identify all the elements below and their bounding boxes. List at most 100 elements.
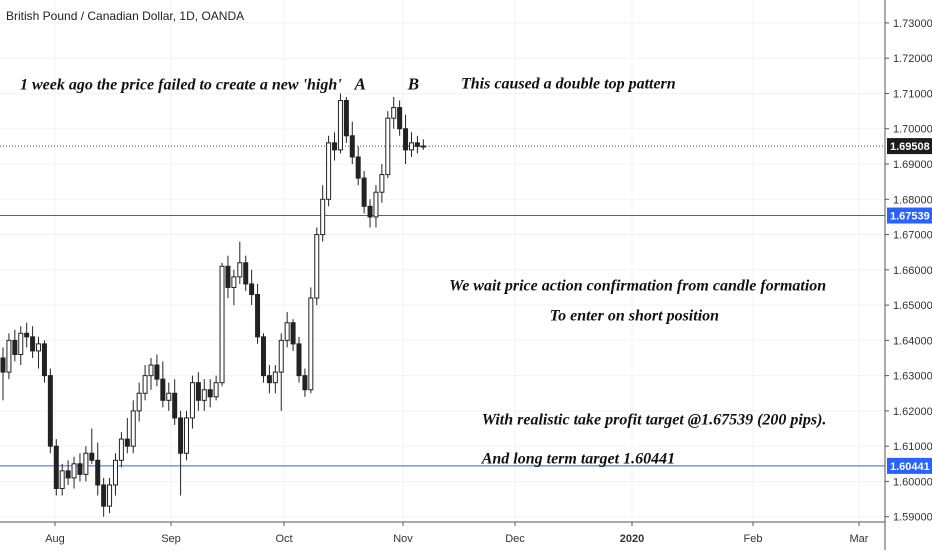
candle: [166, 382, 172, 411]
candle-body: [166, 392, 172, 401]
annotation-text: To enter on short position: [550, 308, 719, 325]
candle-body: [47, 375, 53, 447]
candle: [337, 93, 343, 154]
candle: [112, 453, 118, 496]
candle-body: [154, 364, 160, 380]
candle: [361, 171, 367, 214]
candle: [391, 96, 397, 129]
candle: [0, 347, 6, 401]
candle-body: [385, 117, 391, 176]
candle: [219, 262, 225, 387]
candle-body: [184, 417, 190, 454]
candle-body: [107, 484, 113, 507]
candle: [414, 135, 420, 154]
candle: [373, 185, 379, 228]
y-tick-label: 1.65000: [893, 300, 932, 312]
candle-body: [189, 382, 195, 419]
candle-body: [83, 452, 89, 475]
candle-body: [30, 336, 36, 352]
candle: [130, 400, 136, 454]
candle-body: [95, 459, 101, 486]
candle: [349, 121, 355, 165]
candle: [266, 365, 272, 394]
candle-body: [408, 142, 414, 151]
candle: [355, 146, 361, 186]
candle-body: [420, 145, 426, 148]
candle: [172, 379, 178, 426]
candle: [101, 477, 107, 517]
candle-body: [266, 375, 272, 384]
x-tick-label: 2020: [620, 533, 644, 545]
candle-body: [337, 100, 343, 151]
candle-body: [225, 265, 231, 288]
candle-body: [41, 343, 47, 377]
candle-body: [302, 375, 308, 391]
current-price-label: 1.69508: [890, 141, 930, 153]
candle-body: [284, 322, 290, 341]
candle-body: [124, 438, 130, 447]
candle-body: [320, 198, 326, 236]
candle: [213, 375, 219, 401]
candle-body: [349, 135, 355, 158]
candle: [184, 410, 190, 461]
candle-body: [379, 174, 385, 193]
candle-body: [243, 262, 249, 285]
price-badge-label: 1.60441: [890, 461, 930, 473]
candle: [124, 417, 130, 454]
candle: [332, 132, 338, 161]
candle: [12, 329, 18, 362]
candle-body: [53, 445, 59, 489]
candle-body: [36, 343, 42, 352]
candle-body: [367, 205, 373, 218]
horizontal-lines: [0, 145, 885, 467]
y-tick-label: 1.60000: [893, 476, 932, 488]
candle-body: [59, 470, 65, 489]
candle-body: [178, 417, 184, 454]
candle-body: [414, 142, 420, 147]
y-tick-label: 1.71000: [893, 88, 932, 100]
candle: [207, 379, 213, 408]
x-tick-label: Mar: [850, 533, 869, 545]
candle: [118, 432, 124, 468]
candle-body: [361, 177, 367, 207]
candle: [225, 255, 231, 299]
candle: [148, 357, 154, 390]
candle: [255, 283, 261, 344]
candle: [397, 100, 403, 136]
candle-body: [255, 294, 261, 338]
candle: [65, 460, 71, 485]
x-tick-label: Sep: [161, 533, 181, 545]
candle: [308, 287, 314, 394]
y-tick-label: 1.73000: [893, 18, 932, 30]
candle: [314, 227, 320, 306]
y-tick-label: 1.69000: [893, 159, 932, 171]
candle: [107, 477, 113, 514]
y-tick-label: 1.62000: [893, 406, 932, 418]
candle: [59, 463, 65, 496]
candle: [41, 340, 47, 383]
candle-body: [101, 484, 107, 507]
price-badge-label: 1.67539: [890, 211, 930, 223]
annotation-text: A: [353, 75, 365, 94]
candle-body: [6, 339, 12, 373]
y-tick-label: 1.64000: [893, 335, 932, 347]
candle: [272, 365, 278, 394]
candle: [367, 199, 373, 228]
candle-body: [207, 389, 213, 398]
y-tick-label: 1.61000: [893, 441, 932, 453]
candle-body: [0, 357, 6, 373]
candle-body: [130, 410, 136, 447]
candle: [231, 269, 237, 306]
candle-body: [249, 283, 255, 296]
candle: [178, 410, 184, 496]
candle-body: [24, 332, 30, 338]
candle: [403, 114, 409, 165]
candle: [408, 132, 414, 157]
candle: [284, 312, 290, 348]
candle: [154, 354, 160, 387]
y-tick-label: 1.67000: [893, 230, 932, 242]
candle-body: [308, 297, 314, 391]
candle-body: [231, 276, 237, 288]
